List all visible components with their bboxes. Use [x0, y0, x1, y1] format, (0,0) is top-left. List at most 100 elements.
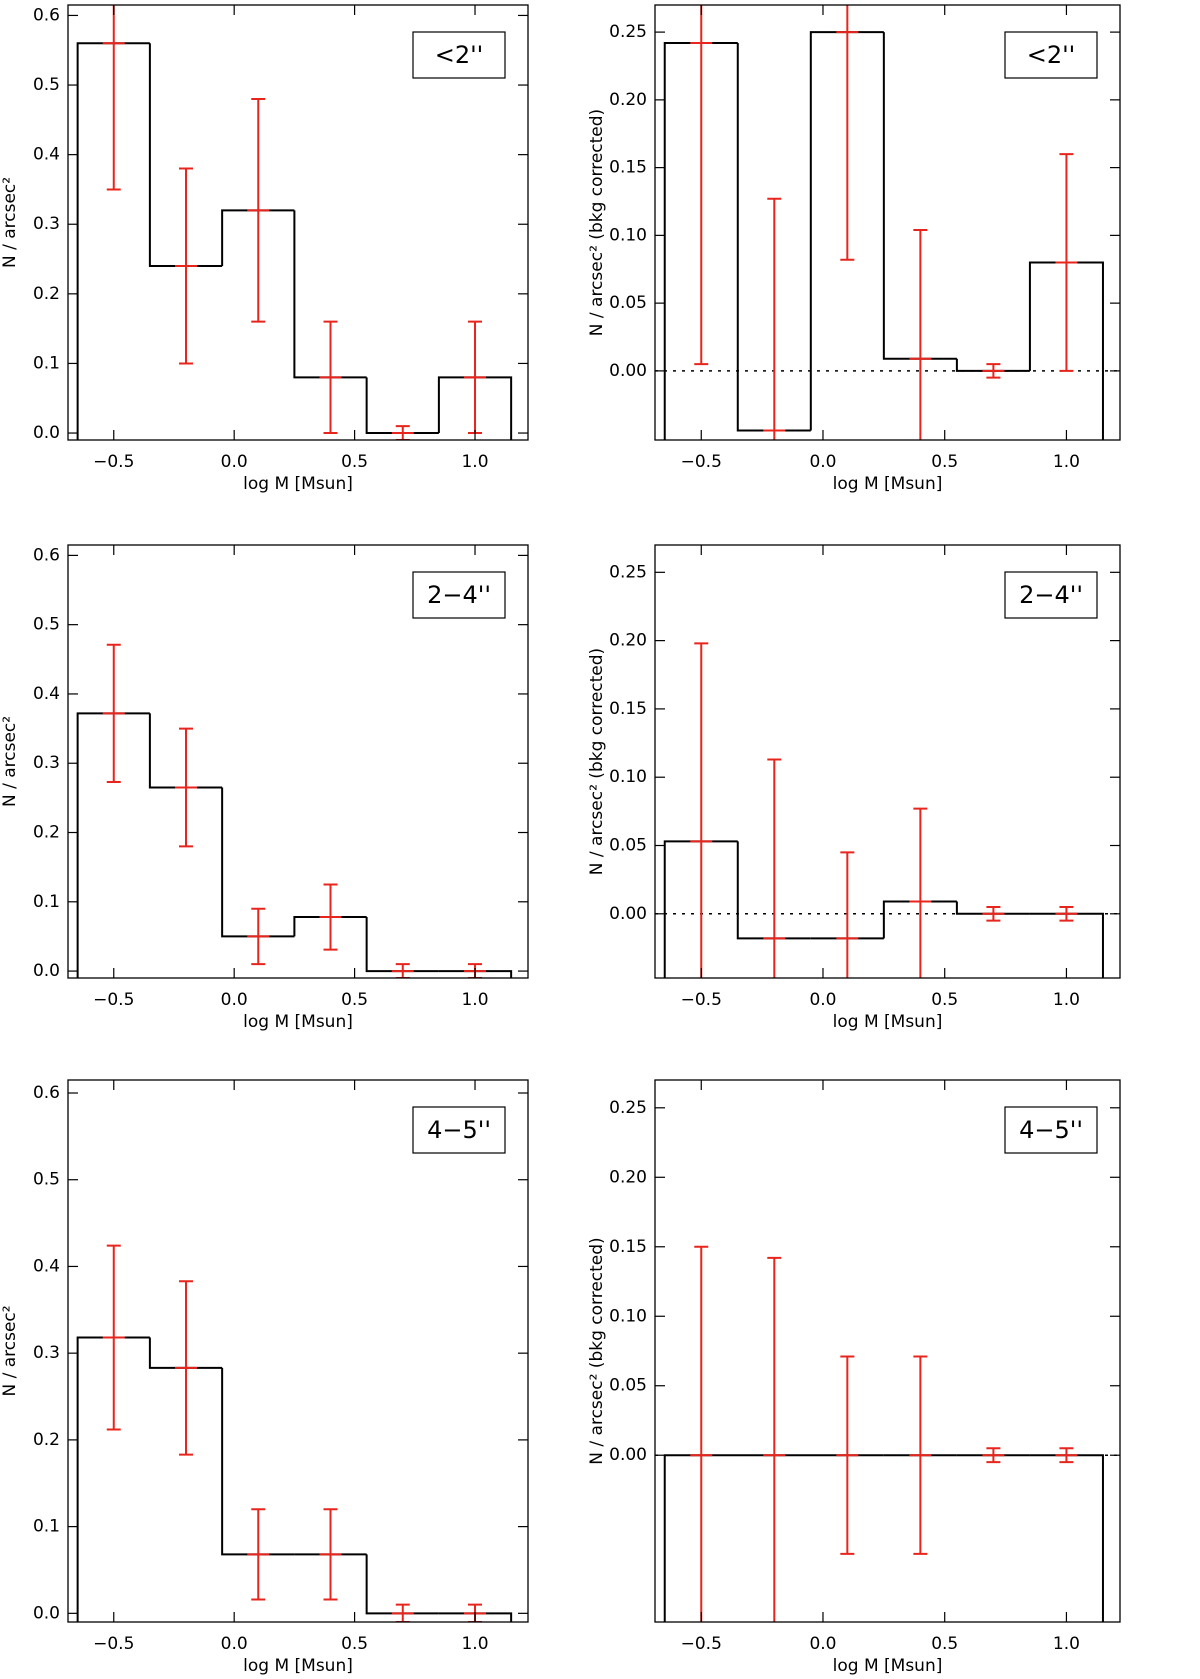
error-bar	[690, 5, 713, 366]
y-tick-label: 0.15	[609, 699, 647, 719]
y-tick-label: 0.4	[33, 684, 60, 704]
x-tick-label: 0.5	[341, 990, 368, 1010]
histogram-bin	[221, 1367, 295, 1556]
y-tick-label: 0.15	[609, 1237, 647, 1257]
y-tick-label: 0.1	[33, 353, 60, 373]
y-axis-label: N / arcsec² (bkg corrected)	[587, 1237, 607, 1464]
plot-area	[655, 642, 1120, 978]
error-bar	[175, 1280, 198, 1456]
x-tick-label: −0.5	[93, 452, 134, 472]
x-tick-label: 0.0	[809, 990, 836, 1010]
histogram-bin	[148, 713, 223, 789]
histogram-bin	[438, 1612, 513, 1622]
y-tick-label: 0.4	[33, 1256, 60, 1276]
y-tick-label: 0.00	[609, 904, 647, 924]
error-bar	[690, 1245, 713, 1622]
histogram-bin	[736, 42, 811, 432]
panel: −0.5 0.0 0.5 1.0 0.00 0.05 0.10 0.15 0.20 0.25 log…	[587, 1079, 1121, 1676]
error-bar	[836, 851, 859, 978]
y-tick-label: 0.5	[33, 75, 60, 95]
error-bar	[909, 807, 932, 978]
y-tick-label: 0.00	[609, 361, 647, 381]
y-tick-label: 0.6	[33, 545, 60, 565]
x-tick-label: 1.0	[461, 1634, 488, 1654]
x-tick-label: 1.0	[1053, 1634, 1080, 1654]
y-tick-label: 0.6	[33, 1083, 60, 1103]
error-bar	[175, 167, 198, 365]
plot-area	[655, 1245, 1120, 1622]
x-axis-label: log M [Msun]	[243, 474, 353, 494]
legend-box	[412, 571, 506, 619]
error-bar	[102, 643, 125, 783]
y-axis-label: N / arcsec²	[0, 177, 20, 268]
y-tick-label: 0.00	[609, 1445, 647, 1465]
y-tick-label: 0.15	[609, 158, 647, 178]
histogram-bin	[438, 970, 513, 978]
x-tick-label: −0.5	[93, 990, 134, 1010]
error-bar	[247, 97, 270, 323]
legend-box	[1004, 571, 1098, 619]
y-tick-label: 0.10	[609, 767, 647, 787]
axes-frame	[654, 4, 1121, 441]
x-tick-label: 0.0	[221, 1634, 248, 1654]
x-tick-label: 0.0	[809, 1634, 836, 1654]
x-tick-label: −0.5	[681, 990, 722, 1010]
y-tick-label: 0.25	[609, 22, 647, 42]
error-bar	[909, 228, 932, 440]
x-tick-label: 1.0	[1053, 990, 1080, 1010]
y-tick-label: 0.1	[33, 1517, 60, 1537]
y-tick-label: 0.2	[33, 1430, 60, 1450]
x-tick-label: 1.0	[1053, 452, 1080, 472]
y-axis-label: N / arcsec² (bkg corrected)	[587, 109, 607, 336]
error-bar	[836, 5, 859, 261]
histogram-bin	[955, 358, 1030, 372]
panel: −0.5 0.0 0.5 1.0 0.00 0.05 0.10 0.15 0.20 0.25 log…	[587, 4, 1121, 494]
histogram-bin	[76, 42, 150, 440]
error-bar	[391, 1603, 414, 1622]
error-bar	[247, 907, 270, 966]
error-bar	[763, 758, 786, 978]
plot-area	[76, 643, 513, 978]
plot-area	[76, 1244, 513, 1622]
histogram-bin	[809, 31, 884, 431]
y-tick-label: 0.0	[33, 961, 60, 981]
error-bar	[391, 963, 414, 978]
y-tick-label: 0.6	[33, 5, 60, 25]
y-tick-label: 0.10	[609, 225, 647, 245]
y-tick-label: 0.3	[33, 1343, 60, 1363]
x-tick-label: 0.0	[221, 990, 248, 1010]
x-axis-label: log M [Msun]	[243, 1012, 353, 1032]
axes-frame	[67, 544, 529, 979]
error-bar	[1055, 905, 1078, 922]
histogram-bin	[1029, 912, 1104, 978]
panel: −0.5 0.0 0.5 1.0 0.0 0.1 0.2 0.3 0.4 0.5 0.6 log M …	[0, 544, 529, 1032]
histogram-bin	[736, 841, 811, 940]
histogram-bin	[882, 900, 957, 939]
x-tick-label: 0.0	[221, 452, 248, 472]
legend-box	[1004, 1106, 1098, 1154]
y-axis-label: N / arcsec² (bkg corrected)	[587, 648, 607, 875]
plot-area	[655, 5, 1120, 440]
legend-label: 4−5''	[1019, 1116, 1083, 1144]
error-bar	[175, 727, 198, 848]
y-tick-label: 0.5	[33, 615, 60, 635]
error-bar	[102, 5, 125, 191]
y-axis-label: N / arcsec²	[0, 1305, 20, 1396]
panel: −0.5 0.0 0.5 1.0 0.00 0.05 0.10 0.15 0.20 0.25 log…	[587, 544, 1121, 1032]
histogram-bin	[293, 210, 367, 379]
y-tick-label: 0.25	[609, 1098, 647, 1118]
y-tick-label: 0.3	[33, 214, 60, 234]
y-tick-label: 0.20	[609, 631, 647, 651]
y-tick-label: 0.2	[33, 823, 60, 843]
y-tick-label: 0.5	[33, 1170, 60, 1190]
error-bar	[1055, 1447, 1078, 1464]
error-bar	[982, 363, 1005, 379]
histogram-bin	[955, 901, 1030, 915]
error-bar	[763, 1256, 786, 1622]
axes-frame	[654, 544, 1121, 979]
x-axis-label: log M [Msun]	[243, 1656, 353, 1676]
y-tick-label: 0.05	[609, 293, 647, 313]
error-bar	[391, 425, 414, 440]
histogram-bin	[882, 32, 957, 360]
